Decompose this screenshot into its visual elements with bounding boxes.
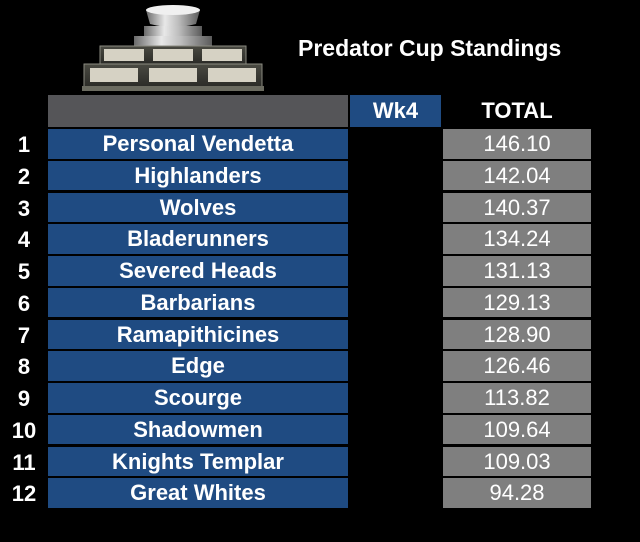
team-name-cell: Wolves: [48, 192, 348, 223]
week-score-cell: 18.14: [0, 478, 41, 496]
week-score-cell: 32.92: [0, 383, 41, 400]
team-name-cell: Shadowmen: [48, 414, 348, 445]
team-name-cell: Scourge: [48, 383, 348, 413]
rank-cell: 5: [17, 259, 31, 284]
total-score-cell: 126.46: [443, 351, 591, 381]
table-row: 9 Scourge 32.92 113.82: [0, 383, 640, 415]
table-row: 3 Wolves 44.02 140.37: [0, 192, 640, 225]
team-name-cell: Ramapithicines: [48, 319, 348, 350]
week-score-cell: 28.77: [0, 287, 41, 305]
rank-cell: 7: [17, 322, 31, 348]
total-score-cell: 129.13: [443, 287, 591, 318]
week-score-cell: 37.85: [0, 256, 41, 273]
table-row: 4 Bladerunners 35.05 134.24: [0, 224, 640, 256]
team-name-cell: Highlanders: [48, 160, 348, 191]
rank-cell: 3: [17, 195, 31, 221]
week-score-cell: 38.55: [0, 160, 41, 178]
table-row: 1 Personal Vendetta 43.50 146.10: [0, 129, 640, 161]
rank-cell: 12: [11, 481, 37, 507]
table-row: 12 Great Whites 18.14 94.28: [0, 478, 640, 510]
table-row: 6 Barbarians 28.77 129.13: [0, 287, 640, 320]
week-score-cell: 24.93: [0, 414, 41, 432]
week-column-header: Wk4: [350, 95, 441, 127]
rank-cell: 8: [17, 354, 31, 380]
total-score-cell: 94.28: [443, 478, 591, 508]
team-name-cell: Bladerunners: [48, 224, 348, 254]
table-row: 11 Knights Templar 34.30 109.03: [0, 446, 640, 479]
team-name-cell: Knights Templar: [48, 446, 348, 477]
total-score-cell: 146.10: [443, 129, 591, 159]
week-score-cell: 35.05: [0, 224, 41, 242]
total-score-cell: 140.37: [443, 192, 591, 223]
rank-cell: 11: [12, 449, 36, 475]
trophy-icon: [82, 5, 264, 91]
page-title: Predator Cup Standings: [298, 35, 562, 61]
team-name-cell: Personal Vendetta: [48, 129, 348, 159]
total-score-cell: 109.03: [443, 446, 591, 477]
table-row: 2 Highlanders 38.55 142.04: [0, 160, 640, 193]
team-name-cell: Severed Heads: [48, 256, 348, 286]
rank-cell: 2: [17, 163, 31, 189]
total-score-cell: 109.64: [443, 414, 591, 445]
team-name-cell: Barbarians: [48, 287, 348, 318]
total-score-cell: 131.13: [443, 256, 591, 286]
total-score-cell: 134.24: [443, 224, 591, 254]
total-score-cell: 128.90: [443, 319, 591, 350]
rank-cell: 10: [11, 417, 37, 443]
table-row: 10 Shadowmen 24.93 109.64: [0, 414, 640, 447]
week-score-cell: 34.30: [0, 446, 41, 464]
rank-cell: 1: [17, 132, 31, 157]
rank-cell: 4: [17, 227, 31, 253]
week-score-cell: 24.63: [0, 319, 41, 337]
team-name-cell: Edge: [48, 351, 348, 381]
total-score-cell: 113.82: [443, 383, 591, 413]
rank-cell: 9: [17, 386, 31, 411]
team-name-cell: Great Whites: [48, 478, 348, 508]
table-row: 5 Severed Heads 37.85 131.13: [0, 256, 640, 288]
week-score-cell: 27.24: [0, 351, 41, 369]
week-score-cell: 43.50: [0, 129, 41, 146]
team-column-header: [48, 95, 348, 127]
total-score-cell: 142.04: [443, 160, 591, 191]
week-score-cell: 44.02: [0, 192, 41, 210]
total-column-header: TOTAL: [481, 98, 553, 123]
rank-cell: 6: [17, 290, 31, 316]
table-row: 7 Ramapithicines 24.63 128.90: [0, 319, 640, 352]
table-row: 8 Edge 27.24 126.46: [0, 351, 640, 383]
